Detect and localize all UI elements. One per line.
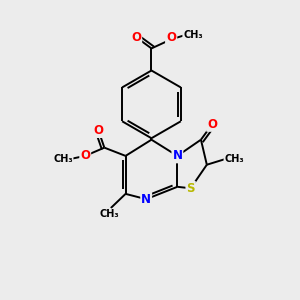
Text: CH₃: CH₃ bbox=[100, 209, 119, 220]
Text: CH₃: CH₃ bbox=[183, 30, 203, 40]
Text: O: O bbox=[131, 31, 141, 44]
Text: CH₃: CH₃ bbox=[184, 30, 203, 40]
Text: O: O bbox=[131, 31, 141, 44]
Text: O: O bbox=[166, 31, 176, 44]
Text: O: O bbox=[80, 149, 90, 162]
Text: CH₃: CH₃ bbox=[53, 154, 73, 164]
Text: O: O bbox=[166, 32, 176, 45]
Text: N: N bbox=[172, 149, 182, 162]
Text: CH₃: CH₃ bbox=[224, 154, 244, 164]
Text: N: N bbox=[141, 193, 151, 206]
Text: O: O bbox=[207, 118, 217, 131]
Text: O: O bbox=[94, 124, 103, 137]
Text: S: S bbox=[186, 182, 195, 195]
